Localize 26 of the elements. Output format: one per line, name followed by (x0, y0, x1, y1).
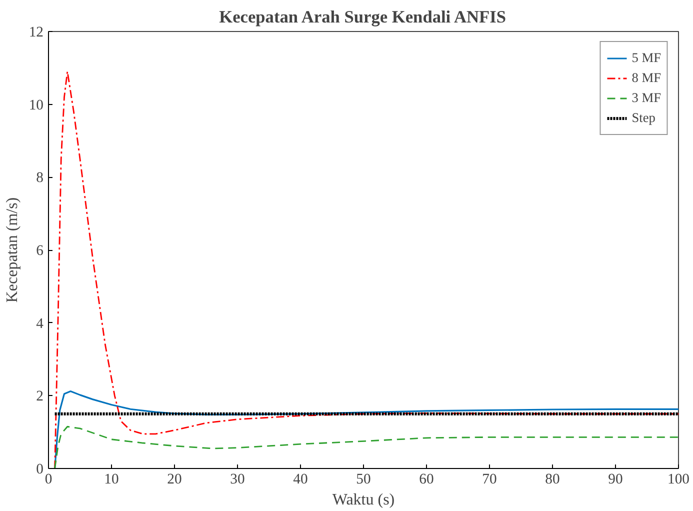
line-series (54, 426, 678, 468)
legend-label: 8 MF (632, 70, 661, 86)
x-tick-label: 90 (608, 472, 623, 488)
line-series (54, 70, 678, 468)
x-axis-title: Waktu (s) (332, 492, 395, 508)
x-tick-label: 60 (419, 472, 434, 488)
x-tick-label: 80 (545, 472, 560, 488)
x-tick-label: 100 (668, 472, 690, 488)
y-tick-label: 4 (36, 316, 44, 332)
y-tick-label: 6 (36, 243, 44, 259)
x-tick-label: 10 (104, 472, 119, 488)
x-tick-label: 70 (482, 472, 497, 488)
x-tick-label: 20 (167, 472, 182, 488)
chart-title: Kecepatan Arah Surge Kendali ANFIS (219, 8, 506, 26)
x-tick-label: 50 (356, 472, 371, 488)
y-axis-title: Kecepatan (m/s) (4, 197, 21, 303)
y-tick-label: 12 (28, 24, 44, 40)
y-tick-label: 8 (36, 170, 44, 186)
legend-label: Step (632, 110, 656, 126)
x-tick-label: 30 (230, 472, 245, 488)
legend-label: 5 MF (632, 50, 661, 66)
y-tick-label: 0 (36, 462, 44, 478)
y-tick-label: 2 (36, 388, 44, 405)
legend-label: 3 MF (632, 90, 661, 106)
y-tick-label: 10 (28, 97, 44, 114)
x-tick-label: 40 (293, 472, 308, 488)
